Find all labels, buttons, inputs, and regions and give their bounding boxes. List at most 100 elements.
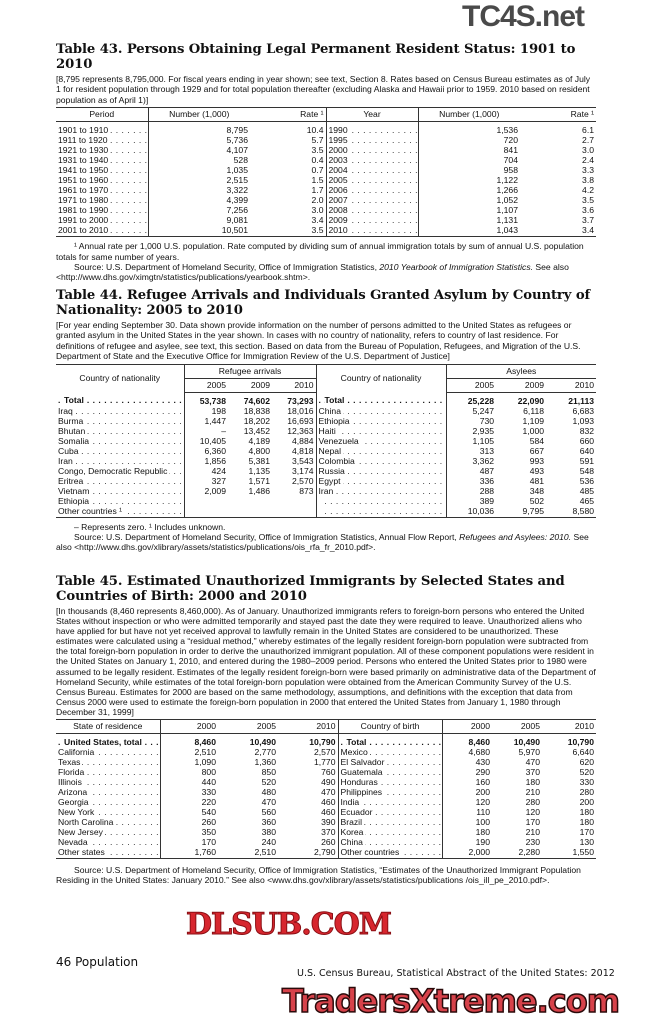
year-header: 2009 bbox=[496, 378, 547, 393]
group-header: Refugee arrivals bbox=[184, 363, 317, 379]
cell-value: 327 bbox=[211, 475, 226, 486]
cell-value: 370 bbox=[278, 827, 339, 838]
cell-value: 4,189 bbox=[248, 435, 270, 446]
row-label: 2000 bbox=[326, 145, 419, 156]
col-header: Rate ¹ bbox=[250, 107, 327, 123]
row-label: 2003 bbox=[326, 155, 419, 166]
cell-value: 5,970 bbox=[518, 747, 540, 758]
table-44: Country of nationality Refugee arrivals … bbox=[56, 363, 597, 518]
col-header: 2010 bbox=[278, 719, 339, 735]
cell-value: 10,490 bbox=[249, 737, 276, 748]
cell-value: 5.7 bbox=[250, 135, 327, 146]
row-label-text: Cuba bbox=[58, 445, 81, 456]
cell-value: 210 bbox=[525, 787, 540, 798]
cell-value: 640 bbox=[579, 445, 595, 456]
cell-value: 841 bbox=[503, 145, 518, 156]
col-header: Country of birth bbox=[338, 719, 443, 735]
cell-value: 485 bbox=[579, 485, 595, 496]
cell-value: 2,515 bbox=[226, 175, 248, 186]
row-label-text: Illinois bbox=[58, 777, 84, 788]
row-label: Somalia bbox=[56, 435, 185, 446]
cell-value: 260 bbox=[278, 837, 339, 848]
row-label: 1961 to 1970 bbox=[56, 185, 149, 196]
cell-value: 180 bbox=[579, 807, 594, 818]
year-header: 2009 bbox=[228, 378, 272, 393]
row-label-text: Arizona bbox=[58, 787, 90, 798]
row-label-text: Other states bbox=[58, 847, 107, 858]
col-header: Country of nationality bbox=[56, 363, 185, 393]
row-label-text: Bhutan bbox=[58, 425, 88, 436]
cell-value: 720 bbox=[503, 135, 518, 146]
cell-value: 313 bbox=[479, 445, 495, 456]
row-label: Ethiopia bbox=[316, 415, 447, 426]
cell-value: 13,452 bbox=[243, 425, 270, 436]
row-label: Honduras bbox=[338, 777, 443, 788]
cell-value: 74,602 bbox=[243, 395, 270, 406]
row-label: Burma bbox=[56, 415, 185, 426]
row-label-text: Colombia bbox=[318, 455, 357, 466]
cell-value: 130 bbox=[579, 837, 594, 848]
row-label: 1931 to 1940 bbox=[56, 155, 149, 166]
cell-value: 198 bbox=[211, 405, 226, 416]
cell-value: 3.8 bbox=[582, 175, 594, 186]
cell-value: 380 bbox=[261, 827, 276, 838]
row-label: Ecuador bbox=[338, 807, 443, 818]
cell-value: 1,135 bbox=[248, 465, 270, 476]
cell-value: 620 bbox=[579, 757, 594, 768]
cell-value: 2,935 bbox=[472, 425, 495, 436]
row-label: Vietnam bbox=[56, 485, 185, 496]
cell-value: 1,035 bbox=[226, 165, 248, 176]
cell-value: 873 bbox=[272, 485, 317, 496]
col-header: 2010 bbox=[542, 719, 596, 735]
cell-value: 10,790 bbox=[567, 737, 594, 748]
row-label: New Jersey bbox=[56, 827, 161, 838]
row-label: 1921 to 1930 bbox=[56, 145, 149, 156]
row-label: 1941 to 1950 bbox=[56, 165, 149, 176]
cell-value: 850 bbox=[261, 767, 276, 778]
table-44-title: Table 44. Refugee Arrivals and Individua… bbox=[56, 288, 591, 318]
cell-value: 18,202 bbox=[243, 415, 270, 426]
cell-value: 8,460 bbox=[468, 737, 490, 748]
cell-value: 3.3 bbox=[582, 165, 594, 176]
table-45-section: Table 45. Estimated Unauthorized Immigra… bbox=[56, 574, 596, 886]
table-44-section: Table 44. Refugee Arrivals and Individua… bbox=[56, 288, 597, 553]
cell-value: 1,000 bbox=[522, 425, 545, 436]
cell-value: 5,247 bbox=[472, 405, 495, 416]
cell-value: 3.5 bbox=[250, 225, 327, 238]
cell-value: 4.2 bbox=[582, 185, 594, 196]
cell-value: 200 bbox=[475, 787, 490, 798]
col-header: 2005 bbox=[492, 719, 542, 735]
cell-value: 25,228 bbox=[467, 395, 495, 406]
cell-value: 548 bbox=[579, 465, 595, 476]
cell-value: 6,640 bbox=[572, 747, 594, 758]
cell-value: 10,790 bbox=[278, 733, 339, 748]
cell-value: 470 bbox=[278, 787, 339, 798]
cell-value: 330 bbox=[579, 777, 594, 788]
row-label: Texas bbox=[56, 757, 161, 768]
cell-value: 6,360 bbox=[204, 445, 226, 456]
col-header: 2000 bbox=[160, 719, 218, 735]
row-label-text: Total bbox=[324, 395, 347, 406]
cell-value: 7,256 bbox=[226, 205, 248, 216]
row-label: Other countries bbox=[338, 847, 443, 860]
row-label-text: California bbox=[58, 747, 97, 758]
cell-value: 1,093 bbox=[572, 415, 595, 426]
cell-value: 493 bbox=[529, 465, 545, 476]
cell-value: 348 bbox=[529, 485, 545, 496]
row-label-text: 1901 to 1910 bbox=[58, 125, 111, 136]
cell-value: 440 bbox=[201, 777, 216, 788]
cell-value: 460 bbox=[278, 807, 339, 818]
cell-value: 1,760 bbox=[160, 847, 218, 860]
cell-value: 3.5 bbox=[582, 195, 594, 206]
cell-value: 120 bbox=[475, 797, 490, 808]
cell-value: 3.4 bbox=[520, 225, 596, 238]
row-label: Nevada bbox=[56, 837, 161, 848]
